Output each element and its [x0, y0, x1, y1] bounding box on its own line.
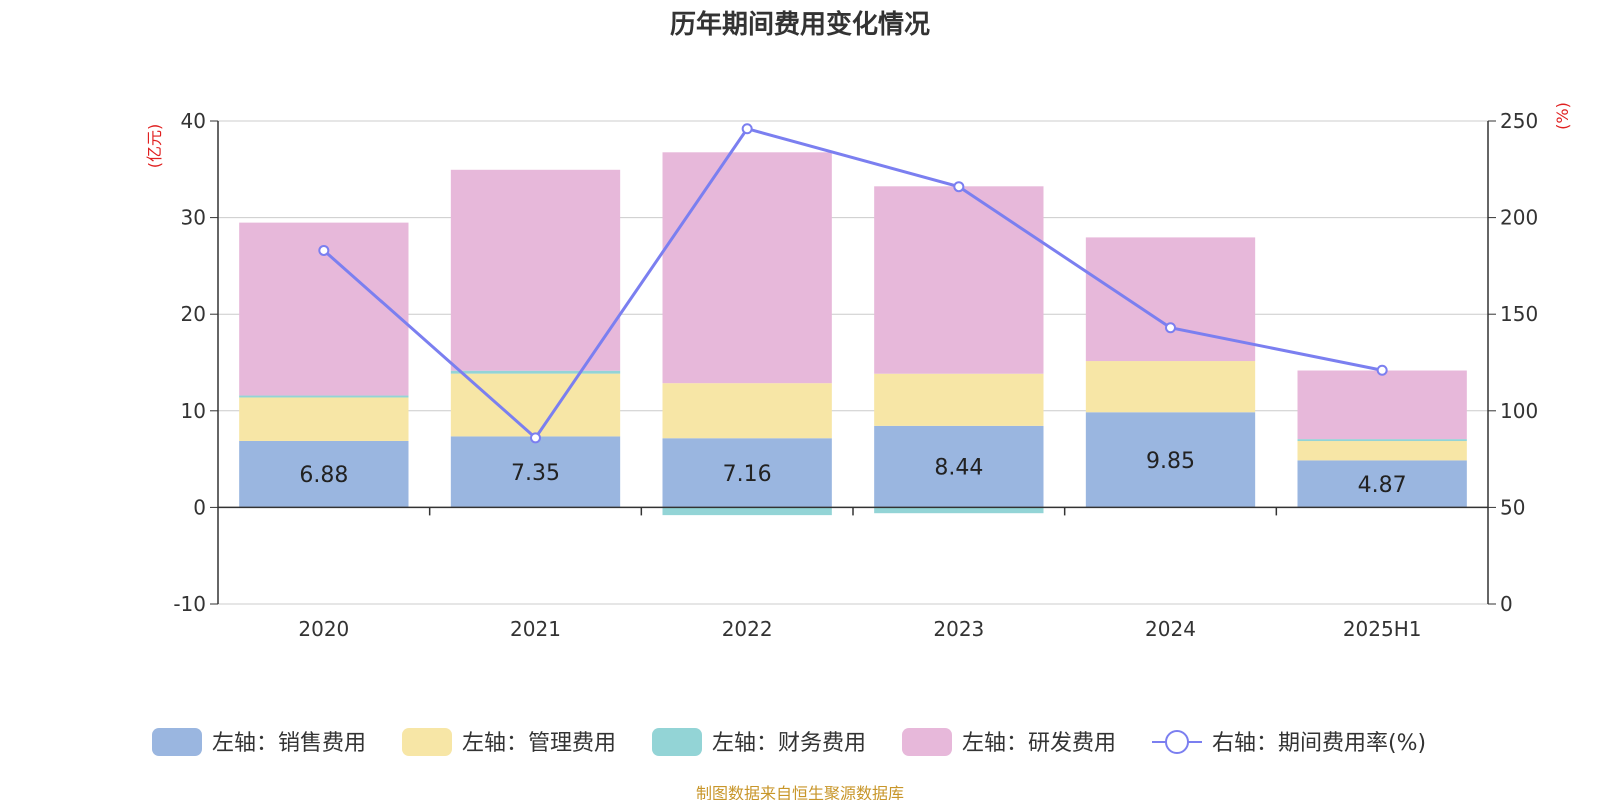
right-tick-label: 0	[1500, 592, 1513, 616]
bar-segment-series-2	[1297, 441, 1467, 461]
bar-segment-series-1	[450, 436, 621, 508]
bar-segment-series-4	[1085, 237, 1256, 362]
legend: 左轴：销售费用 左轴：管理费用 左轴：财务费用 左轴：研发费用 右轴：期间费用率(%)	[152, 728, 1426, 756]
left-tick-label: 40	[181, 109, 206, 133]
bar-segment-series-2	[1085, 361, 1256, 413]
rate-line-point	[1165, 322, 1176, 334]
bar-layer	[239, 152, 1467, 516]
left-tick-label: -10	[173, 592, 206, 616]
left-axis-unit: (亿元)	[145, 124, 164, 169]
x-category-label: 2025H1	[1343, 617, 1422, 641]
bar-segment-series-4	[1297, 370, 1467, 440]
legend-label: 左轴：管理费用	[462, 731, 616, 756]
right-tick-label: 100	[1500, 399, 1538, 423]
rate-line-layer	[318, 123, 1388, 444]
legend-label: 左轴：财务费用	[712, 731, 866, 756]
legend-label: 左轴：销售费用	[212, 731, 366, 756]
bar-segment-series-2	[874, 373, 1044, 426]
left-tick-label: 0	[193, 495, 206, 519]
right-tick-label: 150	[1500, 302, 1538, 326]
right-tick-label: 50	[1500, 495, 1525, 519]
legend-swatch	[152, 728, 202, 756]
bar-segment-series-1	[1297, 460, 1467, 508]
x-category-label: 2023	[933, 617, 984, 641]
x-category-label: 2021	[510, 617, 561, 641]
grid-lines	[218, 120, 1488, 605]
bar-segment-series-4	[874, 186, 1044, 374]
rate-line-point	[741, 123, 753, 135]
bar-value-label: 7.16	[723, 462, 772, 487]
rate-line-point	[318, 244, 330, 256]
right-tick-label: 250	[1500, 109, 1538, 133]
x-category-label: 2024	[1145, 617, 1196, 641]
bar-segment-series-4	[450, 169, 621, 371]
bar-segment-series-3	[1297, 439, 1467, 442]
bar-segment-series-1	[874, 425, 1044, 508]
legend-swatch	[402, 728, 452, 756]
bar-value-label: 7.35	[511, 461, 560, 486]
bar-segment-series-1	[1085, 412, 1256, 508]
left-tick-label: 20	[181, 302, 206, 326]
legend-swatch	[652, 728, 702, 756]
bar-value-label: 4.87	[1358, 473, 1407, 498]
legend-label: 右轴：期间费用率(%)	[1212, 731, 1426, 756]
bar-segment-series-2	[450, 373, 621, 437]
left-tick-label: 30	[181, 206, 206, 230]
rate-line-point	[530, 432, 541, 444]
bar-value-label: 6.88	[299, 463, 348, 488]
rate-line-point	[953, 181, 965, 193]
x-category-label: 2020	[298, 617, 349, 641]
legend-swatch	[902, 728, 952, 756]
bar-segment-series-1	[662, 438, 832, 508]
source-note: 制图数据来自恒生聚源数据库	[695, 784, 904, 800]
bar-value-label: 9.85	[1146, 449, 1195, 474]
rate-line-point	[1376, 364, 1388, 376]
rate-line	[322, 126, 1383, 441]
right-tick-label: 200	[1500, 206, 1538, 230]
bar-value-label: 8.44	[934, 456, 983, 481]
chart-title: 历年期间费用变化情况	[669, 10, 930, 40]
bar-segment-series-2	[239, 397, 409, 441]
bar-segment-series-3	[450, 370, 621, 374]
left-tick-label: 10	[181, 399, 206, 423]
bar-segment-series-3	[662, 507, 832, 516]
legend-label: 左轴：研发费用	[962, 731, 1116, 756]
bar-segment-series-1	[239, 440, 409, 508]
bar-segment-series-3	[874, 507, 1044, 514]
bar-label-layer: 6.88 7.35 7.16 8.44 9.85 4.87	[299, 449, 1406, 498]
legend-marker	[1165, 730, 1189, 754]
bar-segment-series-4	[662, 152, 832, 384]
right-axis-unit: (%)	[1553, 102, 1572, 130]
bar-segment-series-2	[662, 383, 832, 439]
x-category-label: 2022	[722, 617, 773, 641]
bar-segment-series-3	[239, 395, 409, 398]
